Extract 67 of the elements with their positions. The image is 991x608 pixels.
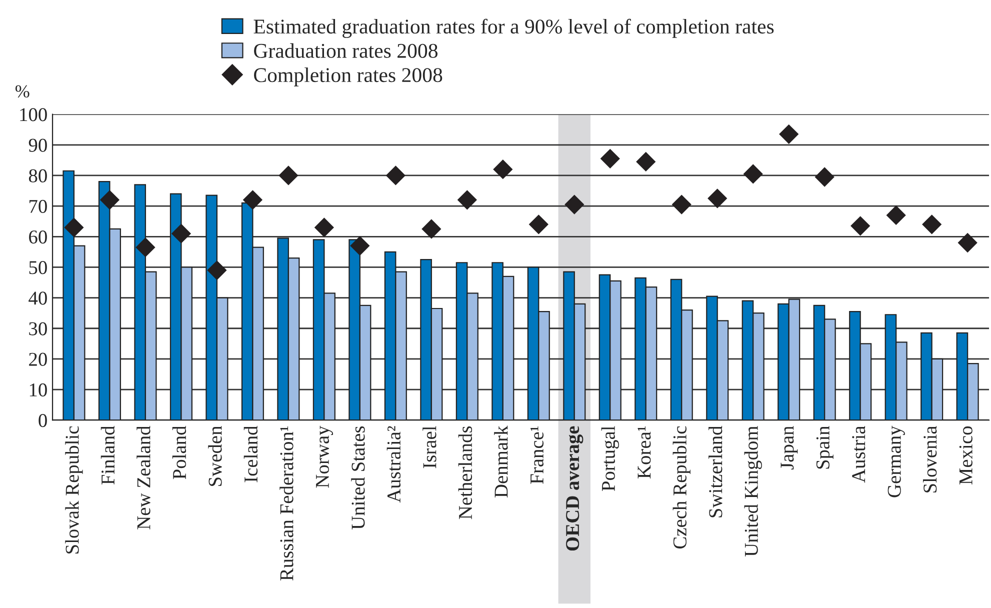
- y-tick-label: 10: [30, 383, 47, 396]
- x-tick-label: Iceland: [244, 426, 258, 482]
- point: [600, 149, 620, 168]
- x-tick-label: United States: [351, 426, 365, 530]
- x-tick-label: Slovenia: [923, 426, 937, 492]
- point: [172, 224, 191, 244]
- point: [278, 166, 298, 186]
- point: [386, 166, 406, 186]
- point: [243, 190, 262, 210]
- x-tick-label: Russian Federation¹: [280, 426, 294, 581]
- x-tick-label: Germany: [888, 426, 905, 498]
- x-tick-label: Japan: [780, 426, 798, 470]
- point: [458, 190, 477, 210]
- x-tick-label: Netherlands: [458, 426, 472, 520]
- point: [672, 194, 692, 214]
- point: [564, 194, 584, 214]
- x-tick-label: Czech Republic: [672, 426, 690, 549]
- point: [815, 167, 834, 187]
- x-tick-label: Poland: [172, 426, 186, 480]
- x-tick-label: Sweden: [208, 426, 222, 486]
- point: [958, 233, 978, 252]
- y-tick-label: 90: [28, 138, 47, 152]
- point: [708, 188, 727, 208]
- x-tick-label: OECD average: [566, 426, 584, 551]
- point: [64, 218, 84, 237]
- y-axis-title: %: [15, 85, 30, 98]
- y-tick-label: 60: [29, 230, 47, 244]
- y-tick-label: 0: [38, 414, 47, 428]
- x-tick-label: United Kingdom: [744, 426, 762, 557]
- x-tick-label: France¹: [530, 426, 544, 484]
- y-tick-label: 20: [29, 352, 47, 366]
- x-tick-label: Spain: [816, 426, 834, 469]
- x-tick-label: Austria: [852, 426, 866, 483]
- point: [100, 190, 120, 210]
- point: [636, 152, 656, 172]
- x-tick-label: New Zealand: [136, 426, 150, 530]
- point: [922, 214, 942, 234]
- legend-label: Completion rates 2008: [254, 67, 442, 86]
- x-tick-label: Slovak Republic: [65, 426, 83, 554]
- point: [422, 219, 441, 239]
- x-tick-label: Mexico: [959, 426, 972, 485]
- point: [136, 238, 155, 257]
- y-tick-label: 70: [30, 200, 47, 213]
- x-tick-label: Norway: [316, 426, 333, 488]
- point: [314, 218, 334, 237]
- point: [350, 236, 370, 256]
- point: [207, 260, 226, 280]
- legend-label: Graduation rates 2008: [254, 43, 438, 58]
- y-tick-label: 80: [28, 169, 47, 182]
- x-tick-label: Korea¹: [638, 426, 651, 478]
- y-tick-label: 40: [28, 292, 47, 305]
- y-tick-label: 100: [20, 108, 47, 122]
- point: [850, 216, 870, 236]
- legend-label: Estimated graduation rates for a 90% level of completion rates: [254, 18, 774, 38]
- x-tick-label: Portugal: [601, 426, 619, 492]
- x-tick-label: Australia²: [386, 426, 401, 503]
- x-tick-label: Switzerland: [708, 426, 722, 518]
- y-tick-label: 30: [29, 322, 47, 336]
- x-tick-label: Denmark: [494, 426, 508, 498]
- point: [886, 206, 906, 225]
- point: [493, 160, 512, 179]
- x-tick-label: Israel: [422, 426, 436, 468]
- point: [779, 124, 798, 144]
- point: [529, 214, 548, 234]
- x-tick-label: Finland: [100, 426, 115, 485]
- point: [744, 164, 763, 184]
- y-tick-label: 50: [29, 261, 47, 274]
